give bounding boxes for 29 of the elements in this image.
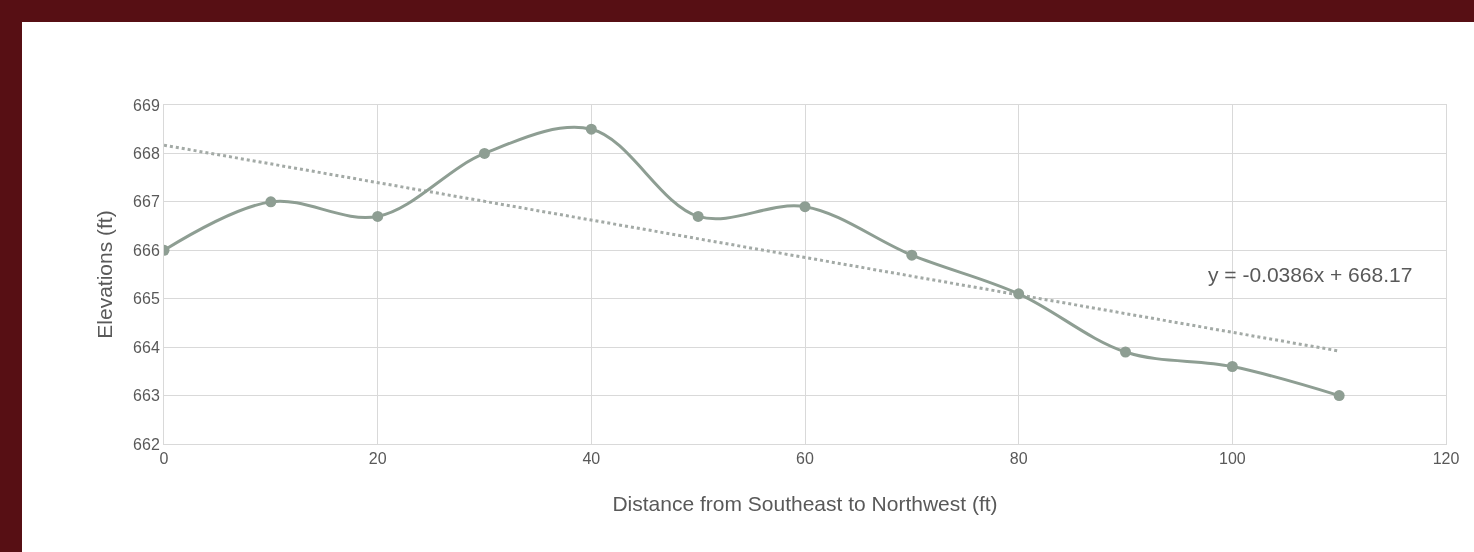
x-tick-label: 0	[159, 450, 169, 468]
point	[906, 249, 918, 261]
x-tick-label: 60	[796, 450, 814, 468]
y-tick-label: 662	[133, 435, 160, 453]
x-tick-label: 20	[368, 450, 387, 468]
x-tick-label: 100	[1218, 450, 1246, 468]
point	[1120, 346, 1131, 358]
point	[585, 123, 597, 135]
point	[1226, 361, 1238, 373]
annotation: y = -0.0386x + 668.17	[1208, 263, 1413, 286]
x-axis-title: Distance from Southeast to Northwest (ft)	[612, 492, 998, 516]
point	[1333, 390, 1345, 402]
y-tick-label: 666	[133, 241, 160, 259]
y-tick-label: 663	[133, 387, 160, 405]
point	[799, 201, 811, 213]
x-tick-label: 120	[1432, 450, 1460, 468]
y-tick-label: 664	[133, 338, 160, 356]
x-tick-label: 80	[1009, 450, 1028, 468]
x-tick-label: 40	[582, 450, 601, 468]
y-tick-label: 665	[133, 290, 160, 308]
point	[372, 210, 384, 222]
point	[479, 147, 490, 159]
point	[692, 210, 704, 222]
point	[1013, 288, 1025, 300]
y-tick-label: 667	[133, 193, 160, 211]
y-axis-title: Elevations (ft)	[93, 210, 117, 339]
point	[265, 196, 277, 208]
y-tick-label: 668	[133, 145, 160, 163]
y-tick-label: 669	[133, 96, 160, 114]
